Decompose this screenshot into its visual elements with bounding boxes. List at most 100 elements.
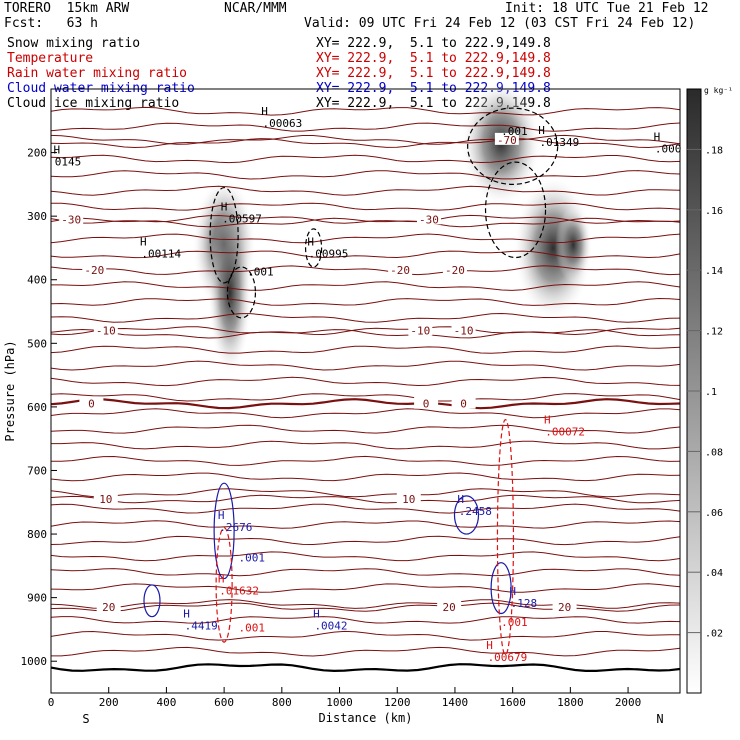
init-time: Init: 18 UTC Tue 21 Feb 12: [505, 1, 709, 16]
cloud-water-max-value: .2458: [459, 505, 492, 518]
isotherm: [50, 520, 681, 529]
isotherm: [50, 630, 680, 641]
isotherm: [50, 106, 681, 116]
isotherm-label: -30: [419, 213, 439, 226]
isotherm-label-bg: [414, 396, 439, 409]
rain-contour: [215, 527, 233, 643]
isotherm: [50, 297, 681, 306]
rain-max-value: .00072: [545, 426, 585, 439]
snow-contour: [226, 266, 257, 319]
isotherm: [50, 472, 681, 482]
x-tick-label: 1800: [557, 696, 584, 709]
isotherm-label-bg: [494, 132, 519, 145]
isotherm-0: [50, 398, 681, 410]
isotherm--70: [50, 134, 681, 145]
snow-max-h: H: [140, 235, 147, 248]
cloud-water-max-value: .4419: [185, 619, 218, 632]
snow-max-h: H: [53, 143, 60, 156]
field-name-snow: Snow mixing ratio: [7, 36, 141, 51]
colorbar-tick-label: .08: [705, 447, 723, 458]
cloud-water-contour: [143, 584, 161, 618]
isotherm-label-bg: [59, 212, 84, 225]
isotherm: [50, 122, 681, 132]
rain-contour-label: .001: [501, 616, 528, 629]
isotherm-label: 10: [402, 493, 415, 506]
y-tick-label: 300: [27, 210, 47, 223]
colorbar-tick-label: .1: [705, 387, 717, 398]
field-name-rain: Rain water mixing ratio: [7, 66, 188, 81]
isotherm-label-bg: [388, 263, 413, 276]
snow-max-h: H: [261, 105, 268, 118]
isotherm: [51, 646, 681, 657]
isotherm-label: -20: [84, 264, 104, 277]
plot-frame: [50, 88, 681, 694]
snow-shade-blob: [555, 206, 592, 283]
rain-max-h: H: [218, 572, 225, 585]
isotherm-label: -10: [454, 325, 474, 338]
isotherm: [50, 424, 681, 434]
snow-max-h: H: [221, 201, 228, 214]
cloud-water-max-h: H: [457, 493, 464, 506]
isotherm-label-bg: [552, 600, 577, 613]
snow-contour-label: .001: [501, 125, 528, 138]
axes-layer: 0 200 400 600 800 1000 1200 1400 1600 1800 2000200…: [3, 88, 681, 726]
isotherm: [50, 185, 681, 196]
colorbar-tick-label: .06: [705, 508, 723, 519]
x-tick-label: 1200: [384, 696, 411, 709]
isotherm: [50, 154, 681, 164]
snow-shading-layer: [192, 79, 594, 376]
isotherm: [50, 455, 681, 466]
isotherm: [50, 393, 681, 402]
rain-max-h: H: [486, 639, 493, 652]
isotherm-10: [50, 494, 681, 504]
snow-max-h: H: [654, 131, 661, 144]
x-tick-label: 400: [156, 696, 176, 709]
cloud-water-contour-label: .001: [239, 551, 266, 564]
snow-contour: [304, 228, 323, 268]
field-xy-rain: XY= 222.9, 5.1 to 222.9,149.8: [316, 66, 551, 81]
colorbar-tick-label: .14: [705, 266, 723, 277]
x-axis-label: Distance (km): [319, 711, 413, 725]
direction-north: N: [656, 712, 663, 726]
snow-max-value: .000: [655, 143, 682, 156]
isotherm--30: [50, 214, 681, 224]
colorbar-unit: g kg⁻¹: [704, 86, 733, 95]
isotherm: [50, 360, 681, 371]
isotherm: [50, 551, 681, 562]
snow-max-value: .00063: [263, 117, 303, 130]
direction-south: S: [82, 712, 89, 726]
snow-max-value: .01349: [540, 136, 580, 149]
isotherm-label: -20: [445, 264, 465, 277]
x-tick-label: 0: [48, 696, 55, 709]
isotherm-label-bg: [93, 492, 118, 505]
isotherm: [50, 138, 681, 149]
isotherm-label-bg: [416, 212, 441, 225]
snow-contour-label: .001: [247, 265, 274, 278]
isotherm: [50, 233, 681, 244]
isotherm-label: 0: [460, 398, 467, 411]
isotherm: [50, 663, 681, 673]
colorbar-tick-label: .04: [705, 568, 723, 579]
snow-contour: [484, 161, 547, 259]
isotherm-label-bg: [82, 263, 107, 276]
isotherm: [50, 345, 681, 354]
snow-max-value: .00597: [222, 213, 262, 226]
field-name-temperature: Temperature: [7, 51, 94, 66]
isotherm--10: [50, 326, 681, 336]
isotherm-label-bg: [93, 323, 118, 336]
cloud-water-max-h: H: [218, 509, 225, 522]
isotherm-label-bg: [437, 600, 462, 613]
isotherm: [50, 312, 681, 323]
x-tick-label: 1600: [499, 696, 526, 709]
isotherm: [50, 568, 681, 577]
isotherm: [50, 616, 681, 624]
x-tick-label: 800: [272, 696, 292, 709]
cloud-water-contour: [453, 495, 480, 535]
isotherm: [50, 376, 681, 387]
snow-max-value: .00995: [309, 247, 349, 260]
isotherm-label: 20: [443, 601, 456, 614]
isotherm-label-bg: [442, 263, 467, 276]
y-tick-label: 200: [27, 147, 47, 160]
isotherm: [50, 503, 681, 514]
snow-max-h: H: [538, 124, 545, 137]
